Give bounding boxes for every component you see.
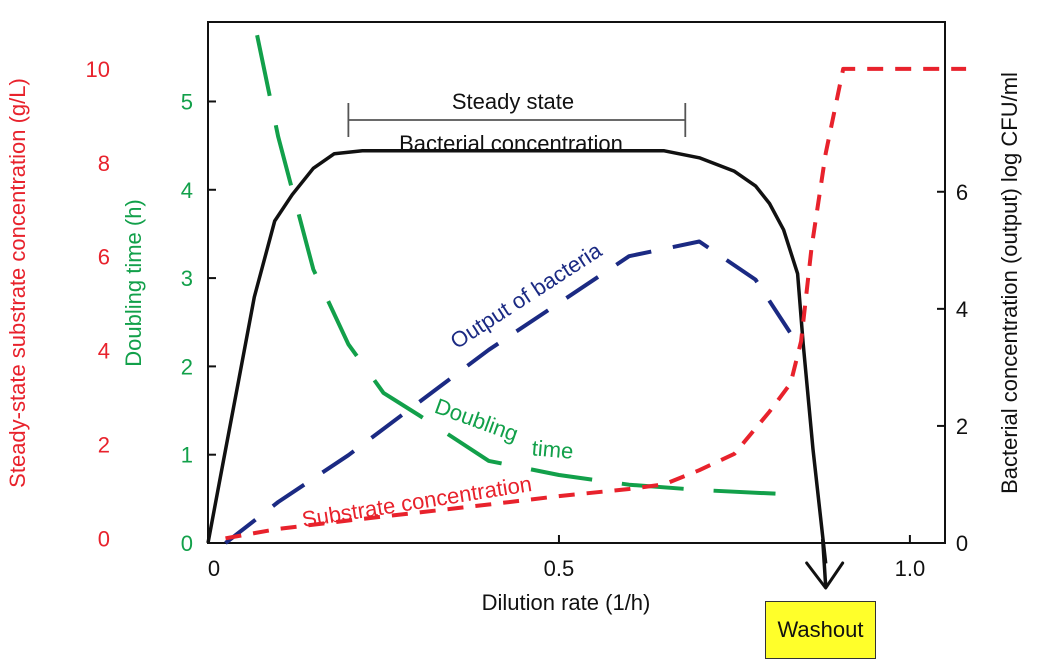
washout-label: Washout — [765, 601, 876, 659]
bacterial-tick-label: 0 — [956, 531, 968, 556]
doubling-tick-label: 3 — [181, 266, 193, 291]
substrate-axis-ticks: 0 2 4 6 8 10 — [86, 57, 110, 551]
doubling-tick-label: 0 — [181, 531, 193, 556]
output-of-bacteria-label: Output of bacteria — [446, 237, 607, 354]
doubling-axis-title: Doubling time (h) — [121, 199, 146, 367]
doubling-label: Doubling — [431, 393, 521, 446]
bacterial-concentration-label: Bacterial concentration — [399, 131, 623, 156]
substrate-tick-label: 0 — [98, 526, 110, 551]
steady-state-label: Steady state — [452, 89, 574, 114]
substrate-tick-label: 6 — [98, 245, 110, 270]
substrate-tick-label: 2 — [98, 432, 110, 457]
x-tick-label: 1.0 — [895, 556, 926, 581]
output-of-bacteria-line — [224, 239, 800, 545]
bacterial-tick-label: 6 — [956, 180, 968, 205]
substrate-concentration-line — [225, 66, 967, 541]
bacterial-concentration-line — [206, 149, 828, 564]
plot-frame — [207, 21, 946, 544]
bacterial-axis-ticks: 0 2 4 6 — [937, 180, 968, 556]
x-axis-ticks: 0 0.5 1.0 — [207, 535, 926, 581]
series-layer — [206, 34, 967, 587]
substrate-tick-label: 4 — [98, 339, 110, 364]
time-label: time — [531, 435, 575, 464]
washout-arrow-shaft — [820, 538, 828, 587]
substrate-tick-label: 10 — [86, 57, 110, 82]
substrate-tick-label: 8 — [98, 151, 110, 176]
x-axis-title: Dilution rate (1/h) — [482, 590, 651, 615]
bacterial-tick-label: 4 — [956, 297, 968, 322]
steady-state-bracket — [347, 103, 687, 137]
x-tick-label: 0.5 — [544, 556, 575, 581]
doubling-tick-label: 2 — [181, 354, 193, 379]
doubling-tick-label: 4 — [181, 178, 193, 203]
substrate-concentration-label: Substrate concentration — [300, 471, 533, 532]
x-tick-label: 0 — [208, 556, 220, 581]
substrate-axis-title: Steady-state substrate concentration (g/… — [5, 78, 30, 488]
washout-arrow — [805, 561, 845, 590]
bacterial-tick-label: 2 — [956, 414, 968, 439]
doubling-axis-ticks: 0 1 2 3 4 5 — [181, 89, 216, 556]
washout-arrowhead — [805, 561, 845, 590]
doubling-tick-label: 1 — [181, 443, 193, 468]
bacterial-axis-title: Bacterial concentration (output) log CFU… — [997, 72, 1022, 494]
doubling-tick-label: 5 — [181, 89, 193, 114]
